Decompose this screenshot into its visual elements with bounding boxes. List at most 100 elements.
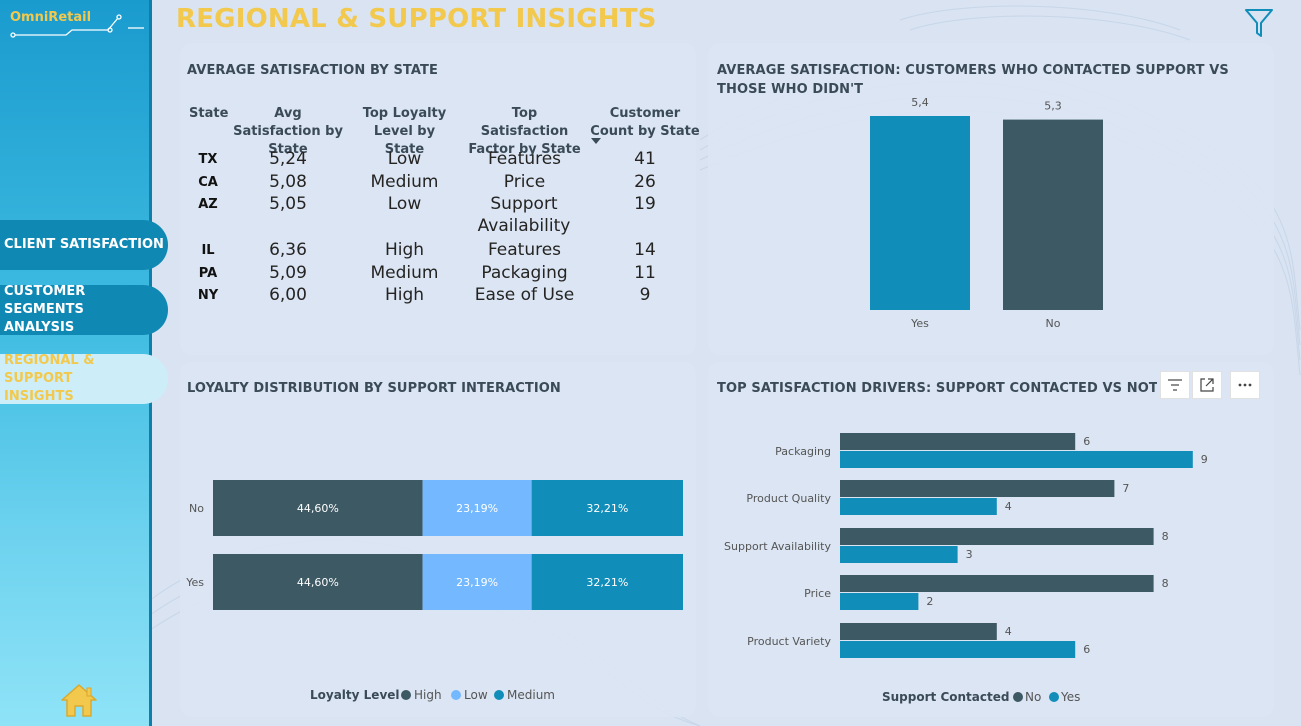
support-satisfaction-title: AVERAGE SATISFACTION: CUSTOMERS WHO CONT… xyxy=(717,63,1229,97)
cell-state: TX xyxy=(198,152,218,167)
more-options-icon[interactable] xyxy=(1230,371,1260,399)
sort-descending-icon[interactable] xyxy=(591,138,601,144)
data-label: 8 xyxy=(1162,530,1169,543)
segment-high[interactable] xyxy=(213,480,423,536)
cell-customer-count: 11 xyxy=(634,262,656,283)
bar-no[interactable] xyxy=(840,528,1154,545)
y-tick-label: No xyxy=(189,502,204,515)
x-tick-label: No xyxy=(1046,317,1061,330)
cell-top-factor: Ease of Use xyxy=(474,285,575,305)
circuit-logo-icon xyxy=(10,14,144,38)
legend-marker xyxy=(401,690,411,700)
loyalty-distribution-card xyxy=(180,362,696,717)
bar-yes[interactable] xyxy=(840,546,958,563)
y-tick-label: Product Quality xyxy=(746,492,831,505)
cell-customer-count: 14 xyxy=(634,240,656,260)
cell-customer-count: 26 xyxy=(634,171,656,192)
legend-item[interactable]: Medium xyxy=(507,688,555,702)
data-label: 44,60% xyxy=(297,576,339,589)
legend-item[interactable]: High xyxy=(414,688,442,702)
y-tick-label: Product Variety xyxy=(747,635,831,648)
cell-state: PA xyxy=(198,265,218,281)
data-label: 4 xyxy=(1005,625,1012,638)
y-tick-label: Yes xyxy=(185,576,204,589)
loyalty-distribution-stacked-chart: 44,60% 23,19% 32,21% No 44,60% 23,19% 32,21% Ye… xyxy=(185,480,683,702)
nav-regional-support-insights[interactable]: REGIONAL & SUPPORT INSIGHTS xyxy=(0,353,168,404)
x-tick-label: Yes xyxy=(910,317,929,330)
bar-no[interactable] xyxy=(840,433,1076,450)
segment-high[interactable] xyxy=(213,554,423,610)
focus-mode-icon[interactable] xyxy=(1192,371,1222,399)
column-header-top-loyalty[interactable]: Top Loyalty Level by State xyxy=(362,106,447,157)
state-table-card xyxy=(180,43,696,355)
cell-avg-satisfaction: 5,09 xyxy=(269,262,307,283)
bar-no[interactable] xyxy=(840,575,1154,592)
sidebar: OmniRetail CLIENT SATISFACTION CUSTOMER … xyxy=(0,0,168,726)
page-title: REGIONAL & SUPPORT INSIGHTS xyxy=(176,4,657,34)
cell-top-loyalty: High xyxy=(384,240,425,260)
cell-customer-count: 19 xyxy=(634,194,656,214)
visual-header-toolbar xyxy=(1160,371,1260,399)
y-tick-label: Price xyxy=(804,587,831,600)
cell-top-factor: Price xyxy=(503,171,546,192)
filter-lines-icon[interactable] xyxy=(1160,371,1190,399)
legend-marker xyxy=(451,690,461,700)
bar-no[interactable] xyxy=(1003,119,1103,310)
cell-state: NY xyxy=(197,288,219,303)
column-header-state[interactable]: State xyxy=(189,106,229,121)
satisfaction-drivers-clustered-chart: Packaging 6 9 Product Quality 7 4 Support Avai… xyxy=(724,433,1208,704)
data-label: 9 xyxy=(1201,453,1208,466)
legend-item[interactable]: No xyxy=(1025,690,1041,704)
legend-item[interactable]: Yes xyxy=(1060,690,1080,704)
cell-avg-satisfaction: 5,08 xyxy=(269,171,307,192)
cell-avg-satisfaction: 6,36 xyxy=(269,240,307,260)
brand-logo-text: OmniRetail xyxy=(10,10,92,25)
segment-low[interactable] xyxy=(422,480,532,536)
legend-marker xyxy=(494,690,504,700)
column-header-top-factor[interactable]: Top Satisfaction Factor by State xyxy=(468,106,581,157)
data-label: 8 xyxy=(1162,577,1169,590)
bar-yes[interactable] xyxy=(840,593,919,610)
segment-medium[interactable] xyxy=(531,554,683,610)
funnel-filter-icon[interactable] xyxy=(1243,6,1275,38)
cell-top-loyalty: High xyxy=(384,285,425,305)
data-label: 6 xyxy=(1083,435,1090,448)
legend-title: Loyalty Level xyxy=(310,688,400,702)
nav-client-satisfaction[interactable]: CLIENT SATISFACTION xyxy=(0,220,168,270)
legend-item[interactable]: Low xyxy=(464,688,488,702)
cell-top-factor: Support Availability xyxy=(477,194,571,236)
bar-yes[interactable] xyxy=(840,451,1193,468)
data-label: 32,21% xyxy=(586,502,628,515)
bar-yes[interactable] xyxy=(840,498,997,515)
data-label: 3 xyxy=(966,548,973,561)
cell-customer-count: 9 xyxy=(639,285,651,305)
nav-customer-segments-analysis[interactable]: CUSTOMER SEGMENTS ANALYSIS xyxy=(0,284,168,335)
y-tick-label: Packaging xyxy=(775,445,831,458)
cell-avg-satisfaction: 5,05 xyxy=(269,194,307,214)
segment-medium[interactable] xyxy=(531,480,683,536)
column-header-customer-count[interactable]: Customer Count by State xyxy=(590,106,700,139)
cell-state: CA xyxy=(198,174,218,190)
cell-avg-satisfaction: 5,24 xyxy=(269,149,307,169)
data-label: 23,19% xyxy=(456,576,498,589)
column-header-avg-satisfaction[interactable]: Avg Satisfaction by State xyxy=(233,106,343,157)
bar-no[interactable] xyxy=(840,480,1115,497)
data-label: 5,4 xyxy=(911,96,929,109)
legend-marker xyxy=(1013,692,1023,702)
bar-yes[interactable] xyxy=(840,641,1076,658)
home-icon[interactable] xyxy=(60,682,98,718)
cell-top-factor: Features xyxy=(487,240,562,260)
segment-low[interactable] xyxy=(422,554,532,610)
data-label: 5,3 xyxy=(1044,100,1062,113)
data-label: 6 xyxy=(1083,643,1090,656)
cell-top-loyalty: Low xyxy=(387,149,422,169)
support-satisfaction-card xyxy=(708,43,1274,355)
y-tick-label: Support Availability xyxy=(724,540,831,553)
legend-title: Support Contacted xyxy=(882,690,1009,704)
cell-state: AZ xyxy=(198,197,218,212)
bar-yes[interactable] xyxy=(870,116,970,310)
cell-top-factor: Features xyxy=(487,149,562,169)
loyalty-distribution-title: LOYALTY DISTRIBUTION BY SUPPORT INTERACT… xyxy=(187,381,561,396)
cell-avg-satisfaction: 6,00 xyxy=(269,285,307,305)
bar-no[interactable] xyxy=(840,623,997,640)
